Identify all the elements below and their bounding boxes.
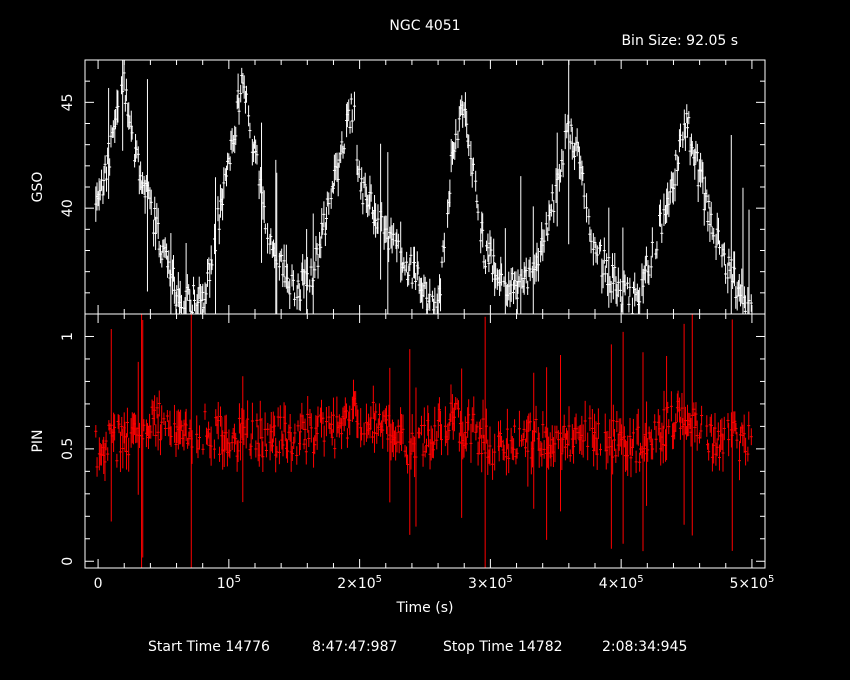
gso-y-tick-label: 40 — [60, 199, 76, 217]
pin-series — [94, 314, 753, 568]
x-tick-label: 5×105 — [730, 574, 775, 592]
pin-y-ticks: 00.51 — [60, 313, 765, 566]
gso-y-ticks: 40 45 — [60, 59, 765, 315]
x-axis-label: Time (s) — [396, 600, 454, 616]
pin-y-tick-label: 0.5 — [60, 438, 76, 460]
pin-axis-label: PIN — [30, 429, 46, 452]
pin-y-tick-label: 1 — [60, 332, 76, 341]
stop-time-value: 2:08:34:945 — [602, 639, 687, 655]
x-tick-label: 105 — [217, 574, 241, 592]
chart-title: NGC 4051 — [389, 18, 460, 34]
stop-time-label: Stop Time 14782 — [443, 639, 563, 655]
start-time-label: Start Time 14776 — [148, 639, 270, 655]
x-axis: 0 105 2×105 3×105 4×105 5×105 — [94, 60, 775, 592]
x-tick-label: 0 — [94, 576, 103, 592]
gso-axis-label: GSO — [30, 172, 46, 203]
x-tick-label: 4×105 — [599, 574, 644, 592]
pin-panel: 00.51 — [60, 313, 765, 568]
start-time-value: 8:47:47:987 — [312, 639, 397, 655]
x-tick-label: 3×105 — [468, 574, 513, 592]
panel-frames — [84, 59, 766, 569]
gso-panel: 40 45 — [60, 59, 765, 315]
x-tick-label: 2×105 — [337, 574, 382, 592]
gso-y-tick-label: 45 — [60, 93, 76, 111]
bin-size-label: Bin Size: 92.05 s — [621, 33, 738, 49]
gso-series — [94, 60, 753, 314]
pin-y-tick-label: 0 — [60, 557, 76, 566]
